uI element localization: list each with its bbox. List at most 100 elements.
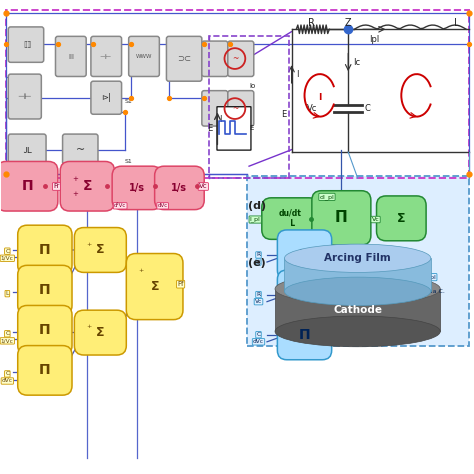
FancyBboxPatch shape — [74, 310, 126, 355]
Text: ~: ~ — [232, 104, 238, 113]
Text: Π: Π — [39, 364, 51, 377]
Text: ~: ~ — [76, 145, 85, 155]
Text: ⟦⟧: ⟦⟧ — [23, 40, 31, 49]
Text: 1/s: 1/s — [129, 183, 145, 193]
Text: I_pl: I_pl — [250, 217, 261, 222]
Text: E: E — [249, 126, 254, 131]
FancyBboxPatch shape — [128, 36, 159, 76]
Text: ⊣⊢: ⊣⊢ — [100, 54, 112, 60]
FancyBboxPatch shape — [312, 191, 371, 245]
FancyBboxPatch shape — [246, 176, 469, 346]
Text: (e): (e) — [247, 258, 265, 268]
Text: Ff: Ff — [177, 281, 184, 287]
FancyBboxPatch shape — [18, 346, 72, 395]
Text: +: + — [138, 268, 143, 273]
Text: du/dt
  L: du/dt L — [279, 209, 301, 228]
Text: Z: Z — [345, 18, 352, 28]
Text: R: R — [256, 253, 261, 257]
Text: dVc: dVc — [253, 339, 264, 344]
Text: Ipl: Ipl — [369, 36, 379, 45]
FancyBboxPatch shape — [18, 225, 72, 275]
FancyBboxPatch shape — [74, 228, 126, 273]
FancyBboxPatch shape — [55, 36, 86, 76]
FancyBboxPatch shape — [60, 162, 115, 211]
Bar — [275, 289, 440, 331]
Text: E: E — [282, 110, 287, 119]
Text: C: C — [5, 331, 9, 336]
Text: ᴊʟ: ᴊʟ — [23, 145, 32, 155]
Text: +: + — [388, 268, 393, 273]
Text: dVc: dVc — [157, 203, 168, 209]
Text: +: + — [72, 191, 78, 197]
Text: lo: lo — [249, 83, 255, 89]
Text: E: E — [256, 260, 260, 264]
Ellipse shape — [275, 316, 440, 347]
Text: ⊃⊂: ⊃⊂ — [177, 54, 191, 63]
Text: Fr: Fr — [53, 183, 60, 190]
Text: Π: Π — [39, 323, 51, 337]
Text: 1/Vc: 1/Vc — [1, 256, 14, 261]
Text: Σ: Σ — [350, 287, 358, 300]
FancyBboxPatch shape — [126, 254, 183, 319]
FancyBboxPatch shape — [0, 162, 58, 211]
Text: Π: Π — [335, 210, 348, 225]
Text: Π: Π — [21, 179, 33, 193]
FancyBboxPatch shape — [277, 230, 332, 280]
Text: +: + — [341, 280, 346, 284]
FancyBboxPatch shape — [228, 91, 254, 126]
Text: 1/s: 1/s — [172, 183, 187, 193]
FancyBboxPatch shape — [376, 254, 428, 303]
Text: R: R — [309, 18, 315, 28]
FancyBboxPatch shape — [63, 134, 98, 165]
FancyBboxPatch shape — [202, 91, 228, 126]
Text: Vc: Vc — [307, 104, 318, 113]
Text: C: C — [5, 372, 9, 376]
FancyBboxPatch shape — [166, 36, 202, 81]
Text: Vc: Vc — [255, 299, 262, 304]
FancyBboxPatch shape — [18, 265, 72, 315]
Text: S1: S1 — [125, 159, 133, 164]
Text: I: I — [318, 93, 321, 102]
Text: E: E — [207, 124, 212, 133]
Bar — [284, 258, 431, 292]
Text: Σ: Σ — [397, 212, 406, 225]
Text: Π: Π — [299, 328, 310, 342]
Text: WWW: WWW — [136, 54, 152, 59]
Text: I: I — [219, 115, 221, 124]
Text: dVc: dVc — [2, 379, 13, 383]
Text: C: C — [256, 332, 261, 337]
Text: Σ: Σ — [96, 326, 105, 339]
Text: III: III — [68, 54, 74, 60]
Text: S1: S1 — [125, 99, 133, 103]
Ellipse shape — [284, 277, 431, 305]
Text: C: C — [365, 104, 371, 113]
Text: C: C — [5, 249, 9, 254]
FancyBboxPatch shape — [262, 198, 319, 239]
Text: Arcing Film: Arcing Film — [324, 253, 391, 263]
Text: Ic: Ic — [353, 58, 360, 67]
Text: Π: Π — [39, 283, 51, 297]
Text: I_pl: I_pl — [426, 274, 436, 280]
Text: Σ: Σ — [96, 244, 105, 256]
FancyBboxPatch shape — [277, 310, 332, 360]
FancyBboxPatch shape — [376, 196, 426, 241]
FancyBboxPatch shape — [91, 81, 122, 114]
Text: d²Vc: d²Vc — [114, 203, 127, 209]
FancyBboxPatch shape — [202, 41, 228, 76]
FancyBboxPatch shape — [91, 36, 122, 76]
Text: Σ: Σ — [82, 179, 92, 193]
Text: I: I — [296, 70, 299, 79]
Text: L: L — [6, 291, 9, 296]
FancyBboxPatch shape — [155, 166, 204, 210]
Text: Cathode: Cathode — [333, 305, 382, 315]
Text: +: + — [86, 324, 91, 329]
Text: Σ: Σ — [150, 280, 159, 293]
Ellipse shape — [284, 244, 431, 273]
Text: (d): (d) — [247, 201, 266, 211]
Ellipse shape — [275, 273, 440, 304]
Text: Vc: Vc — [372, 217, 380, 222]
Text: ⊣⊢: ⊣⊢ — [18, 92, 32, 101]
Text: ~: ~ — [232, 54, 238, 63]
FancyBboxPatch shape — [8, 74, 41, 119]
FancyBboxPatch shape — [277, 270, 332, 319]
